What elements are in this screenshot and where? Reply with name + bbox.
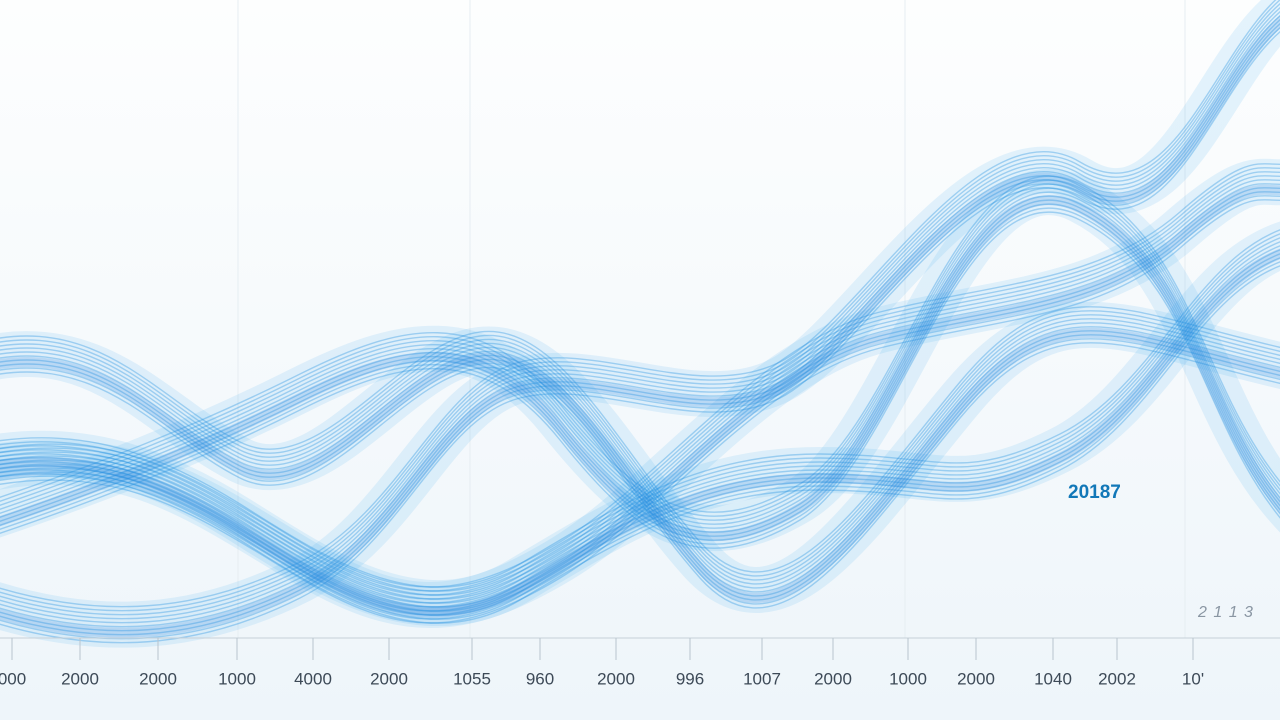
axis-label: 1007 xyxy=(743,669,781,688)
axis-label: 2000 xyxy=(61,669,99,688)
axis-label: 960 xyxy=(526,669,554,688)
axis-label: 10' xyxy=(1182,669,1204,688)
axis-label: 2002 xyxy=(1098,669,1136,688)
axis-label: 000 xyxy=(0,669,26,688)
labels: 000 2000 2000 1000 4000 2000 1055 960 2000 996 100… xyxy=(0,669,1204,688)
axis-label: 2000 xyxy=(957,669,995,688)
annotation: 20187 xyxy=(1068,482,1121,503)
axis-label: 2000 xyxy=(597,669,635,688)
axis-label: 1055 xyxy=(453,669,491,688)
ticks xyxy=(11,638,1194,660)
corner-label: 2 1 1 3 xyxy=(1197,604,1254,621)
axis-label: 4000 xyxy=(294,669,332,688)
axis-label: 2000 xyxy=(814,669,852,688)
axis-label: 1000 xyxy=(218,669,256,688)
axis-label: 2000 xyxy=(139,669,177,688)
axis-label: 2000 xyxy=(370,669,408,688)
axis-label: 1040 xyxy=(1034,669,1072,688)
axis-label: 996 xyxy=(676,669,704,688)
axis-label: 1000 xyxy=(889,669,927,688)
